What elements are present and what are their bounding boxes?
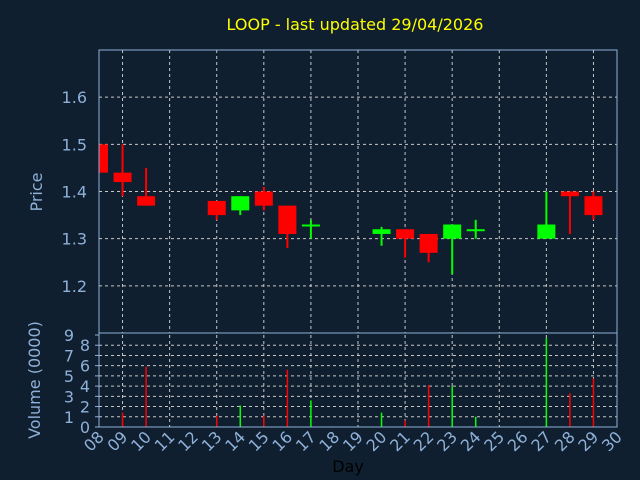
price-tick-label: 1.5 xyxy=(62,135,87,154)
price-tick-label: 1.2 xyxy=(62,277,87,296)
volume-tick-label: 4 xyxy=(80,377,90,396)
candle-up xyxy=(231,196,250,211)
volume-tick-label: 3 xyxy=(64,387,74,406)
candle-down xyxy=(419,233,438,253)
chart-marks xyxy=(99,144,603,427)
volume-tick-label: 0 xyxy=(80,418,90,437)
volume-tick-label: 9 xyxy=(64,326,74,345)
price-tick-label: 1.4 xyxy=(62,183,87,202)
candles xyxy=(99,144,603,275)
volume-tick-label: 8 xyxy=(80,336,90,355)
volume-tick-label: 6 xyxy=(80,357,90,376)
candle-up xyxy=(537,224,556,239)
candle-down xyxy=(278,205,297,234)
candle-down xyxy=(113,172,132,183)
volume-tick-label: 5 xyxy=(64,367,74,386)
chart-title: LOOP - last updated 29/04/2026 xyxy=(227,15,484,34)
candle-down xyxy=(207,200,226,216)
candle-down xyxy=(396,229,415,239)
candle-up xyxy=(372,229,391,234)
volume-tick-label: 7 xyxy=(64,346,74,365)
price-axis-label: Price xyxy=(27,172,46,211)
volume-axis-label: Volume (0000) xyxy=(25,321,44,439)
grid xyxy=(95,50,617,428)
price-tick-label: 1.6 xyxy=(62,88,87,107)
candle-down xyxy=(254,191,273,206)
candle-down xyxy=(560,191,579,197)
candle-up xyxy=(466,229,485,232)
price-tick-label: 1.3 xyxy=(62,230,87,249)
x-axis-label: Day xyxy=(332,457,364,476)
volume-panel-frame xyxy=(98,332,618,428)
candle-up xyxy=(443,224,462,239)
candle-down xyxy=(584,196,603,216)
candle-up xyxy=(301,224,320,227)
candle-down xyxy=(137,196,156,206)
volume-tick-label: 1 xyxy=(64,408,74,427)
candle-down xyxy=(99,144,108,173)
volume-tick-label: 2 xyxy=(80,398,90,417)
